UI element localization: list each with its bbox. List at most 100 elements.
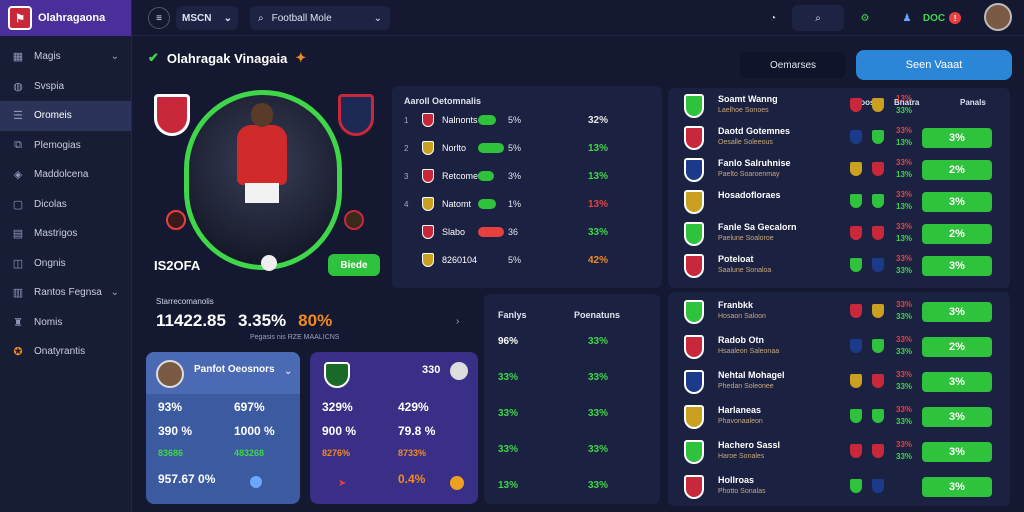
sidebar-item-7[interactable]: ◫ Ongnis <box>0 249 131 279</box>
search-placeholder: Football Mole <box>271 12 332 24</box>
match-a: 33% <box>896 222 913 231</box>
match-row[interactable]: Daotd Gotemnes Oesalle Soleeous 33% 13% 3% <box>668 124 1010 152</box>
match-row[interactable]: Poteloat Saalune Sonaloa 33% 33% 3% <box>668 252 1010 280</box>
chevron-down-icon[interactable]: ⌄ <box>284 366 293 377</box>
home-badge-icon <box>850 130 862 144</box>
team-badge-icon <box>422 253 434 267</box>
secondary-button[interactable]: Oemarses <box>740 52 846 78</box>
leader-rank: 3 <box>404 171 409 181</box>
match-row[interactable]: Franbkk Hosaon Saloon 33% 33% 3% <box>668 298 1010 326</box>
player-card-1[interactable]: Panfot Oeosnors ⌄ 93% 697% 390 % 1000 % 8368… <box>146 352 300 504</box>
primary-button[interactable]: Seen Vaaat <box>856 50 1012 80</box>
app-logo[interactable]: ⚑ Olahragaona <box>0 0 131 36</box>
match-b: 13% <box>896 234 913 243</box>
odds-value: 3% <box>949 446 965 458</box>
match-row[interactable]: Fanlo Salruhnise Paelto Soaroenmay 33% 13% 2… <box>668 156 1010 184</box>
leader-row[interactable]: 3 Retcomet 3% 13% <box>404 166 654 186</box>
away-badge-icon <box>872 162 884 176</box>
shield-logo-icon: ⚑ <box>8 6 32 30</box>
mid-left: 96% <box>498 336 519 347</box>
odds-bar[interactable]: 3% <box>922 372 992 392</box>
leader-name: Norlto <box>442 143 504 153</box>
notification-icon[interactable]: ◔ <box>769 12 777 24</box>
progress-bar <box>478 171 494 181</box>
leader-row[interactable]: 8260104 5% 42% <box>404 250 654 270</box>
odds-bar[interactable]: 3% <box>922 128 992 148</box>
sidebar-item-2[interactable]: ☰ Oromeis <box>0 101 131 131</box>
search-button[interactable]: ⌕ <box>792 5 844 31</box>
arrow-icon: ➤ <box>338 478 347 489</box>
sidebar-item-4[interactable]: ◈ Maddolcena <box>0 160 131 190</box>
leader-pct: 5% <box>508 115 522 125</box>
player-head <box>251 103 273 127</box>
leader-row[interactable]: Slabo 36 33% <box>404 222 654 242</box>
stat-secondary: 3.35% <box>237 311 287 330</box>
odds-bar[interactable]: 3% <box>922 407 992 427</box>
leader-row[interactable]: 2 Norlto 5% 13% <box>404 138 654 158</box>
match-sub: Oesalle Soleeous <box>718 139 773 146</box>
leader-row[interactable]: 4 Natomt 1% 13% <box>404 194 654 214</box>
player-card-2[interactable]: 330 329% 429% 900 % 79.8 % 8276% 8733% 0.4% ➤ <box>310 352 478 504</box>
menu-icon[interactable]: ≡ <box>148 7 170 29</box>
match-sub: Laelhoe Sonoes <box>718 107 769 114</box>
match-row[interactable]: Hachero Sassl Haroe Sonales 33% 33% 3% <box>668 438 1010 466</box>
match-b: 33% <box>896 347 913 356</box>
sidebar-item-9[interactable]: ♜ Nomis <box>0 308 131 338</box>
odds-bar[interactable]: 3% <box>922 256 992 276</box>
sidebar-item-1[interactable]: ◍ Svspia <box>0 72 131 102</box>
odds-bar[interactable]: 3% <box>922 477 992 497</box>
leader-value: 13% <box>588 198 609 210</box>
home-badge-icon <box>850 339 862 353</box>
team-badge-icon <box>422 197 434 211</box>
leader-value: 32% <box>588 114 609 126</box>
team-crest-icon <box>684 475 704 499</box>
match-row[interactable]: Fanle Sa Gecalorn Paelune Soaloroe 33% 13% 2… <box>668 220 1010 248</box>
search-input[interactable]: ⌕ Football Mole ⌄ <box>250 6 390 30</box>
odds-bar[interactable]: 2% <box>922 337 992 357</box>
league-select[interactable]: MSCN ⌄ <box>176 6 238 30</box>
sidebar-item-0[interactable]: ▦ Magis ⌄ <box>0 42 131 72</box>
odds-bar[interactable]: 3% <box>922 302 992 322</box>
team-crest-icon <box>684 440 704 464</box>
sidebar-item-3[interactable]: ⧉ Plemogias <box>0 131 131 161</box>
team-badge-icon <box>422 113 434 127</box>
leaders-header: Aaroll Oetomnalis <box>404 96 482 106</box>
sidebar-item-8[interactable]: ▥ Rantos Fegnsa ⌄ <box>0 278 131 308</box>
match-a: 33% <box>896 370 913 379</box>
hero-action-button[interactable]: Biede <box>328 254 380 276</box>
match-row[interactable]: Soamt Wanng Laelhoe Sonoes 13% 33% <box>668 92 1010 120</box>
odds-bar[interactable]: 2% <box>922 224 992 244</box>
team-crest-icon <box>684 370 704 394</box>
sidebar-item-5[interactable]: ▢ Dicolas <box>0 190 131 220</box>
leader-row[interactable]: 1 Nalnonts 5% 32% <box>404 110 654 130</box>
mid-right: 33% <box>588 408 609 419</box>
leader-value: 33% <box>588 226 609 238</box>
odds-bar[interactable]: 3% <box>922 442 992 462</box>
user-group-icon[interactable]: ♟ <box>902 12 912 24</box>
sidebar-item-10[interactable]: ✪ Onatyrantis <box>0 337 131 367</box>
mid-right: 33% <box>588 444 609 455</box>
match-sub: Haroe Sonales <box>718 453 765 460</box>
match-b: 13% <box>896 202 913 211</box>
match-a: 33% <box>896 335 913 344</box>
info-icon[interactable] <box>250 476 262 488</box>
match-row[interactable]: Harlaneas Phavonaaleon 33% 33% 3% <box>668 403 1010 431</box>
list-icon: ☰ <box>13 110 23 123</box>
leader-pct: 1% <box>508 199 522 209</box>
team-crest-icon <box>684 300 704 324</box>
match-row[interactable]: Nehtal Mohagel Phedan Soleonee 33% 33% 3% <box>668 368 1010 396</box>
odds-bar[interactable]: 3% <box>922 192 992 212</box>
odds-bar[interactable]: 2% <box>922 160 992 180</box>
team-crest-icon <box>684 335 704 359</box>
match-row[interactable]: Hosadofloraes 33% 13% 3% <box>668 188 1010 216</box>
settings-icon[interactable]: ⚙ <box>860 12 870 24</box>
chevron-right-icon[interactable]: › <box>456 316 460 327</box>
match-row[interactable]: Hollroas Photto Sonalas 3% <box>668 473 1010 501</box>
avatar[interactable] <box>984 3 1012 31</box>
leader-rank: 2 <box>404 143 409 153</box>
match-row[interactable]: Radob Otn Hsaaleon Saleonaa 33% 33% 2% <box>668 333 1010 361</box>
coin-badge[interactable]: DOC! <box>922 8 962 28</box>
match-a: 33% <box>896 300 913 309</box>
mini-badge-icon <box>166 210 186 230</box>
sidebar-item-6[interactable]: ▤ Mastrigos <box>0 219 131 249</box>
